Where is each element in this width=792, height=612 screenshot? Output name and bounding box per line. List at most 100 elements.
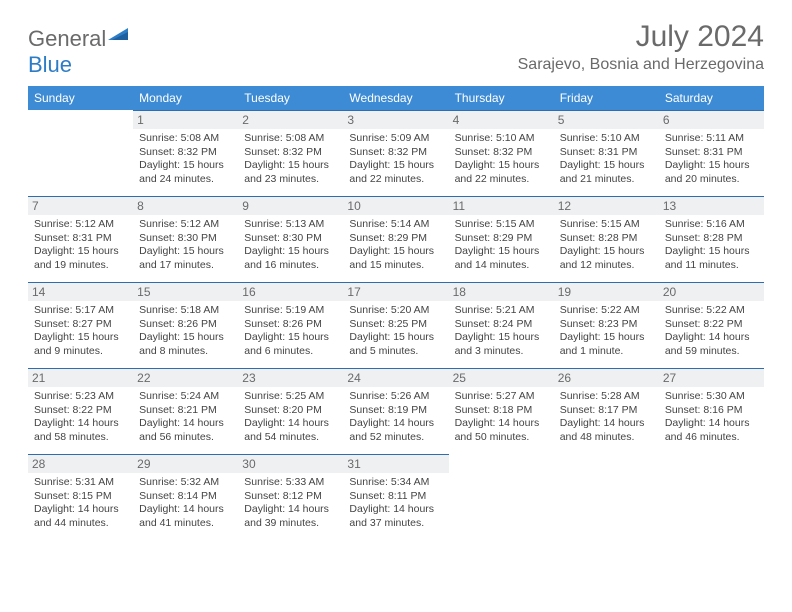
sunset-line: Sunset: 8:16 PM bbox=[665, 404, 758, 418]
day-number: 17 bbox=[343, 283, 448, 301]
sunset-line: Sunset: 8:27 PM bbox=[34, 318, 127, 332]
sunrise-line: Sunrise: 5:12 AM bbox=[139, 218, 232, 232]
calendar-week-row: 7Sunrise: 5:12 AMSunset: 8:31 PMDaylight… bbox=[28, 196, 764, 282]
d1-line: Daylight: 15 hours bbox=[349, 245, 442, 259]
location: Sarajevo, Bosnia and Herzegovina bbox=[518, 56, 764, 74]
calendar-cell: 29 Sunrise: 5:32 AMSunset: 8:14 PMDayligh… bbox=[133, 454, 238, 540]
d2-line: and 44 minutes. bbox=[34, 517, 127, 531]
day-number: 6 bbox=[659, 111, 764, 129]
day-number: 29 bbox=[133, 455, 238, 473]
day-number: 26 bbox=[554, 369, 659, 387]
sunrise-line: Sunrise: 5:27 AM bbox=[455, 390, 548, 404]
day-number: 21 bbox=[28, 369, 133, 387]
day-cell: 15Sunrise: 5:18 AMSunset: 8:26 PMDayligh… bbox=[133, 282, 238, 368]
calendar-cell: 9Sunrise: 5:13 AMSunset: 8:30 PMDaylight… bbox=[238, 196, 343, 282]
day-number: 15 bbox=[133, 283, 238, 301]
day-cell: 10Sunrise: 5:14 AMSunset: 8:29 PMDayligh… bbox=[343, 196, 448, 282]
sunset-line: Sunset: 8:12 PM bbox=[244, 490, 337, 504]
day-number: 2 bbox=[238, 111, 343, 129]
d2-line: and 22 minutes. bbox=[349, 173, 442, 187]
sunrise-line: Sunrise: 5:19 AM bbox=[244, 304, 337, 318]
sunset-line: Sunset: 8:29 PM bbox=[455, 232, 548, 246]
day-cell: 6Sunrise: 5:11 AMSunset: 8:31 PMDaylight… bbox=[659, 110, 764, 196]
sunrise-line: Sunrise: 5:12 AM bbox=[34, 218, 127, 232]
day-cell: 16Sunrise: 5:19 AMSunset: 8:26 PMDayligh… bbox=[238, 282, 343, 368]
day-number: 8 bbox=[133, 197, 238, 215]
calendar-cell bbox=[659, 454, 764, 540]
weekday-header: Saturday bbox=[659, 86, 764, 110]
d1-line: Daylight: 15 hours bbox=[560, 245, 653, 259]
calendar-cell bbox=[28, 110, 133, 196]
d1-line: Daylight: 15 hours bbox=[34, 245, 127, 259]
day-cell: 5Sunrise: 5:10 AMSunset: 8:31 PMDaylight… bbox=[554, 110, 659, 196]
sunrise-line: Sunrise: 5:25 AM bbox=[244, 390, 337, 404]
sunrise-line: Sunrise: 5:21 AM bbox=[455, 304, 548, 318]
d1-line: Daylight: 14 hours bbox=[139, 503, 232, 517]
sunset-line: Sunset: 8:31 PM bbox=[560, 146, 653, 160]
day-cell: 4Sunrise: 5:10 AMSunset: 8:32 PMDaylight… bbox=[449, 110, 554, 196]
d1-line: Daylight: 14 hours bbox=[349, 417, 442, 431]
day-number: 30 bbox=[238, 455, 343, 473]
sunset-line: Sunset: 8:30 PM bbox=[139, 232, 232, 246]
d2-line: and 16 minutes. bbox=[244, 259, 337, 273]
d2-line: and 20 minutes. bbox=[665, 173, 758, 187]
d1-line: Daylight: 14 hours bbox=[244, 503, 337, 517]
d1-line: Daylight: 15 hours bbox=[560, 159, 653, 173]
day-cell: 9Sunrise: 5:13 AMSunset: 8:30 PMDaylight… bbox=[238, 196, 343, 282]
day-cell: 31Sunrise: 5:34 AMSunset: 8:11 PMDayligh… bbox=[343, 454, 448, 540]
sunrise-line: Sunrise: 5:18 AM bbox=[139, 304, 232, 318]
calendar-table: Sunday Monday Tuesday Wednesday Thursday… bbox=[28, 86, 764, 540]
day-number: 4 bbox=[449, 111, 554, 129]
calendar-cell: 17Sunrise: 5:20 AMSunset: 8:25 PMDayligh… bbox=[343, 282, 448, 368]
sunset-line: Sunset: 8:28 PM bbox=[665, 232, 758, 246]
sunrise-line: Sunrise: 5:32 AM bbox=[139, 476, 232, 490]
d2-line: and 17 minutes. bbox=[139, 259, 232, 273]
day-cell: 2Sunrise: 5:08 AMSunset: 8:32 PMDaylight… bbox=[238, 110, 343, 196]
calendar-cell: 1Sunrise: 5:08 AMSunset: 8:32 PMDaylight… bbox=[133, 110, 238, 196]
logo-flag-icon bbox=[108, 26, 128, 40]
day-number: 1 bbox=[133, 111, 238, 129]
sunset-line: Sunset: 8:32 PM bbox=[349, 146, 442, 160]
day-cell: 17Sunrise: 5:20 AMSunset: 8:25 PMDayligh… bbox=[343, 282, 448, 368]
calendar-cell: 31Sunrise: 5:34 AMSunset: 8:11 PMDayligh… bbox=[343, 454, 448, 540]
calendar-cell: 25Sunrise: 5:27 AMSunset: 8:18 PMDayligh… bbox=[449, 368, 554, 454]
d2-line: and 54 minutes. bbox=[244, 431, 337, 445]
calendar-cell: 6Sunrise: 5:11 AMSunset: 8:31 PMDaylight… bbox=[659, 110, 764, 196]
calendar-cell: 10Sunrise: 5:14 AMSunset: 8:29 PMDayligh… bbox=[343, 196, 448, 282]
day-cell: 20Sunrise: 5:22 AMSunset: 8:22 PMDayligh… bbox=[659, 282, 764, 368]
calendar-cell: 16Sunrise: 5:19 AMSunset: 8:26 PMDayligh… bbox=[238, 282, 343, 368]
calendar-cell: 2Sunrise: 5:08 AMSunset: 8:32 PMDaylight… bbox=[238, 110, 343, 196]
day-cell: 11Sunrise: 5:15 AMSunset: 8:29 PMDayligh… bbox=[449, 196, 554, 282]
d1-line: Daylight: 15 hours bbox=[455, 245, 548, 259]
logo: General Blue bbox=[28, 20, 128, 78]
d1-line: Daylight: 15 hours bbox=[139, 159, 232, 173]
d1-line: Daylight: 15 hours bbox=[34, 331, 127, 345]
day-cell: 3Sunrise: 5:09 AMSunset: 8:32 PMDaylight… bbox=[343, 110, 448, 196]
day-number: 10 bbox=[343, 197, 448, 215]
sunset-line: Sunset: 8:19 PM bbox=[349, 404, 442, 418]
d1-line: Daylight: 14 hours bbox=[665, 331, 758, 345]
d2-line: and 1 minute. bbox=[560, 345, 653, 359]
d1-line: Daylight: 15 hours bbox=[665, 245, 758, 259]
weekday-header: Thursday bbox=[449, 86, 554, 110]
day-cell: 22Sunrise: 5:24 AMSunset: 8:21 PMDayligh… bbox=[133, 368, 238, 454]
sunset-line: Sunset: 8:30 PM bbox=[244, 232, 337, 246]
sunrise-line: Sunrise: 5:17 AM bbox=[34, 304, 127, 318]
calendar-cell: 19Sunrise: 5:22 AMSunset: 8:23 PMDayligh… bbox=[554, 282, 659, 368]
sunset-line: Sunset: 8:14 PM bbox=[139, 490, 232, 504]
day-number: 12 bbox=[554, 197, 659, 215]
d2-line: and 21 minutes. bbox=[560, 173, 653, 187]
sunset-line: Sunset: 8:17 PM bbox=[560, 404, 653, 418]
calendar-cell bbox=[554, 454, 659, 540]
day-number: 7 bbox=[28, 197, 133, 215]
d1-line: Daylight: 15 hours bbox=[244, 331, 337, 345]
day-number: 18 bbox=[449, 283, 554, 301]
d1-line: Daylight: 14 hours bbox=[139, 417, 232, 431]
weekday-header: Sunday bbox=[28, 86, 133, 110]
sunrise-line: Sunrise: 5:28 AM bbox=[560, 390, 653, 404]
calendar-cell: 12Sunrise: 5:15 AMSunset: 8:28 PMDayligh… bbox=[554, 196, 659, 282]
d2-line: and 11 minutes. bbox=[665, 259, 758, 273]
sunset-line: Sunset: 8:20 PM bbox=[244, 404, 337, 418]
d1-line: Daylight: 15 hours bbox=[455, 159, 548, 173]
d2-line: and 52 minutes. bbox=[349, 431, 442, 445]
